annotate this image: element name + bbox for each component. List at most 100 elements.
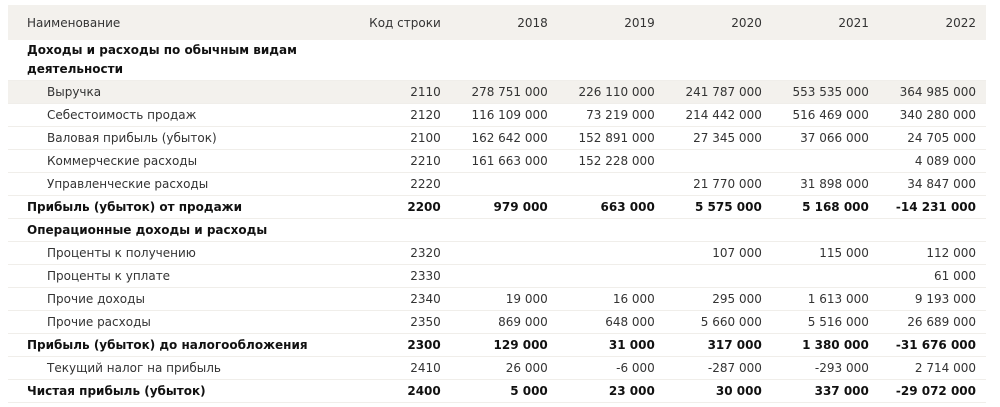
row-value-2018: 116 109 000 <box>440 103 548 127</box>
row-value-2020: 21 770 000 <box>654 172 762 196</box>
row-value-2019: 23 000 <box>547 379 655 403</box>
row-value-2020: 5 575 000 <box>654 195 762 219</box>
financial-results-table: Наименование Код строки 2018 2019 2020 2… <box>8 5 986 403</box>
row-value-2020: 30 000 <box>654 379 762 403</box>
row-value-2022: -29 072 000 <box>868 379 986 403</box>
row-value-2018: 5 000 <box>440 379 548 403</box>
row-value-2022: 34 847 000 <box>868 172 986 196</box>
row-value-2019: -6 000 <box>547 356 655 380</box>
table-row: Прибыль (убыток) от продажи 2200 979 000 66… <box>8 195 986 219</box>
row-value-2022: 9 193 000 <box>868 287 986 311</box>
row-code: 2350 <box>361 310 441 334</box>
row-value-2020: 107 000 <box>654 241 762 265</box>
row-name: Проценты к уплате <box>8 264 362 288</box>
row-value-2022: 340 280 000 <box>868 103 986 127</box>
section-row: Операционные доходы и расходы <box>8 218 986 242</box>
table-row: Себестоимость продаж 2120 116 109 000 73 21… <box>8 103 986 127</box>
row-value-2021 <box>761 264 869 288</box>
row-value-2020 <box>654 264 762 288</box>
row-code: 2300 <box>361 333 441 357</box>
row-code: 2330 <box>361 264 441 288</box>
row-value-2019: 152 228 000 <box>547 149 655 173</box>
row-value-2019: 663 000 <box>547 195 655 219</box>
row-value-2019 <box>547 241 655 265</box>
table-row: Проценты к уплате 2330 61 000 <box>8 264 986 288</box>
row-value-2021 <box>761 218 869 242</box>
column-header-code[interactable]: Код строки <box>361 5 441 40</box>
row-value-2021: 337 000 <box>761 379 869 403</box>
row-name: Чистая прибыль (убыток) <box>8 379 362 403</box>
row-value-2018: 162 642 000 <box>440 126 548 150</box>
table-header: Наименование Код строки 2018 2019 2020 2… <box>8 5 986 40</box>
row-value-2018: 278 751 000 <box>440 80 548 104</box>
row-name: Управленческие расходы <box>8 172 362 196</box>
row-value-2020 <box>654 149 762 173</box>
row-value-2022 <box>868 40 986 81</box>
table-row: Прибыль (убыток) до налогообложения 2300 1… <box>8 333 986 357</box>
column-header-name[interactable]: Наименование <box>8 5 362 40</box>
row-value-2020 <box>654 40 762 81</box>
row-value-2018: 869 000 <box>440 310 548 334</box>
column-header-2022[interactable]: 2022 <box>868 5 986 40</box>
row-value-2020: -287 000 <box>654 356 762 380</box>
row-value-2019: 152 891 000 <box>547 126 655 150</box>
row-value-2020: 5 660 000 <box>654 310 762 334</box>
row-value-2022: 112 000 <box>868 241 986 265</box>
row-code: 2320 <box>361 241 441 265</box>
row-name: Текущий налог на прибыль <box>8 356 362 380</box>
row-value-2020: 241 787 000 <box>654 80 762 104</box>
row-code: 2200 <box>361 195 441 219</box>
row-value-2019: 226 110 000 <box>547 80 655 104</box>
row-value-2021: 1 613 000 <box>761 287 869 311</box>
row-code: 2340 <box>361 287 441 311</box>
row-value-2019: 648 000 <box>547 310 655 334</box>
row-value-2022: 4 089 000 <box>868 149 986 173</box>
row-value-2019 <box>547 172 655 196</box>
row-value-2020: 27 345 000 <box>654 126 762 150</box>
row-value-2021: 5 516 000 <box>761 310 869 334</box>
column-header-2018[interactable]: 2018 <box>440 5 548 40</box>
row-code: 2120 <box>361 103 441 127</box>
row-value-2021: -293 000 <box>761 356 869 380</box>
row-value-2018 <box>440 40 548 81</box>
column-header-2020[interactable]: 2020 <box>654 5 762 40</box>
row-value-2021: 516 469 000 <box>761 103 869 127</box>
row-value-2021: 5 168 000 <box>761 195 869 219</box>
row-value-2021 <box>761 40 869 81</box>
row-name: Себестоимость продаж <box>8 103 362 127</box>
row-name: Выручка <box>8 80 362 104</box>
row-value-2019: 16 000 <box>547 287 655 311</box>
row-value-2019: 73 219 000 <box>547 103 655 127</box>
row-code: 2100 <box>361 126 441 150</box>
row-value-2019 <box>547 264 655 288</box>
table-row: Управленческие расходы 2220 21 770 000 31 8… <box>8 172 986 196</box>
row-code <box>361 218 441 242</box>
row-value-2022: 2 714 000 <box>868 356 986 380</box>
row-name: Коммерческие расходы <box>8 149 362 173</box>
row-value-2018: 26 000 <box>440 356 548 380</box>
row-value-2021 <box>761 149 869 173</box>
table-row: Коммерческие расходы 2210 161 663 000 152 2… <box>8 149 986 173</box>
row-value-2018 <box>440 241 548 265</box>
row-value-2018: 161 663 000 <box>440 149 548 173</box>
row-value-2018 <box>440 264 548 288</box>
row-value-2021: 37 066 000 <box>761 126 869 150</box>
column-header-2021[interactable]: 2021 <box>761 5 869 40</box>
row-value-2018 <box>440 172 548 196</box>
table-row: Проценты к получению 2320 107 000 115 000 11… <box>8 241 986 265</box>
row-name: Прочие расходы <box>8 310 362 334</box>
row-value-2022: 24 705 000 <box>868 126 986 150</box>
row-value-2020: 295 000 <box>654 287 762 311</box>
row-name: Валовая прибыль (убыток) <box>8 126 362 150</box>
row-code: 2410 <box>361 356 441 380</box>
row-value-2022: -14 231 000 <box>868 195 986 219</box>
table-row: Прочие расходы 2350 869 000 648 000 5 660 00… <box>8 310 986 334</box>
row-value-2021: 31 898 000 <box>761 172 869 196</box>
row-value-2021: 1 380 000 <box>761 333 869 357</box>
row-value-2018: 129 000 <box>440 333 548 357</box>
row-value-2018 <box>440 218 548 242</box>
column-header-2019[interactable]: 2019 <box>547 5 655 40</box>
row-value-2020: 317 000 <box>654 333 762 357</box>
row-value-2018: 979 000 <box>440 195 548 219</box>
table-row: Выручка 2110 278 751 000 226 110 000 241 787… <box>8 80 986 104</box>
